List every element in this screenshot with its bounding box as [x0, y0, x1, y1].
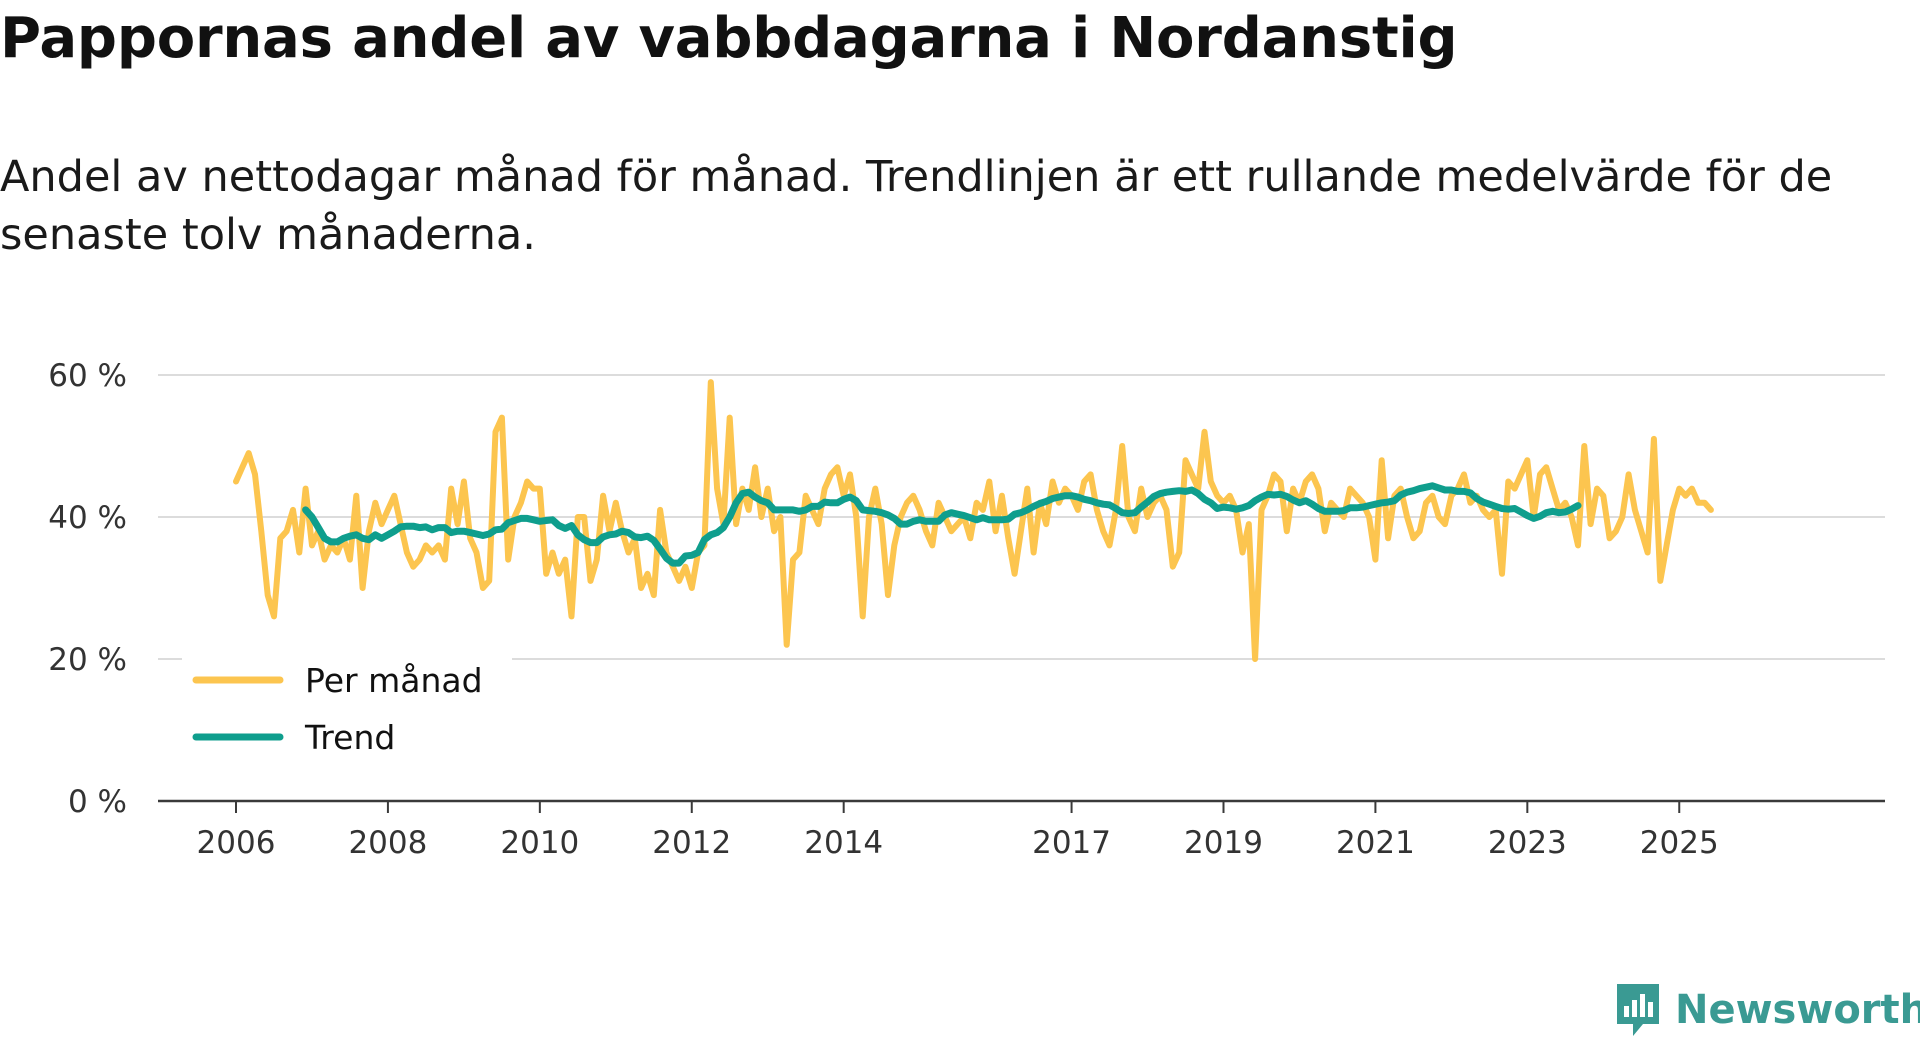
x-tick-label: 2019: [1184, 825, 1263, 861]
series-line-trend: [302, 482, 1582, 567]
legend: Per månad Trend: [182, 648, 512, 768]
y-tick-label: 60 %: [48, 358, 127, 394]
newsworthy-logo-text: Newsworthy: [1675, 987, 1920, 1033]
series: [233, 379, 1714, 662]
y-axis-ticks: 0 % 20 % 40 % 60 %: [48, 358, 127, 820]
legend-label-per-manad: Per månad: [305, 661, 483, 700]
x-tick-label: 2012: [652, 825, 731, 861]
legend-label-trend: Trend: [304, 718, 395, 757]
y-tick-label: 0 %: [68, 784, 127, 820]
chart-subtitle: Andel av nettodagar månad för månad. Tre…: [0, 152, 1833, 260]
y-tick-label: 20 %: [48, 642, 127, 678]
x-tick-label: 2010: [500, 825, 579, 861]
x-tick-label: 2014: [804, 825, 883, 861]
x-tick-label: 2006: [197, 825, 276, 861]
x-tick-label: 2008: [348, 825, 427, 861]
legend-background: [182, 648, 512, 768]
newsworthy-logo-icon: [1617, 984, 1659, 1036]
x-tick-label: 2021: [1336, 825, 1415, 861]
x-axis-ticks: 2006 2008 2010 2012 2014 2017 2019 2021 2023 2025: [197, 801, 1719, 861]
x-tick-label: 2025: [1640, 825, 1719, 861]
x-tick-label: 2023: [1488, 825, 1567, 861]
newsworthy-logo: Newsworthy: [1613, 980, 1920, 1040]
x-tick-label: 2017: [1032, 825, 1111, 861]
chart-title: Pappornas andel av vabbdagarna i Nordans…: [0, 6, 1458, 71]
y-tick-label: 40 %: [48, 500, 127, 536]
